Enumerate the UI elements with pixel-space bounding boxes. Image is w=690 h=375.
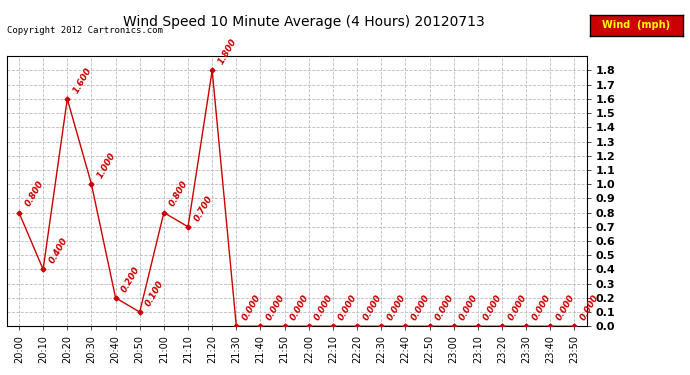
Text: 0.800: 0.800 <box>23 179 45 209</box>
Text: Wind Speed 10 Minute Average (4 Hours) 20120713: Wind Speed 10 Minute Average (4 Hours) 2… <box>123 15 484 29</box>
Text: 0.200: 0.200 <box>120 265 141 294</box>
Text: 0.400: 0.400 <box>48 236 69 265</box>
Text: 0.000: 0.000 <box>579 293 600 322</box>
Text: 0.700: 0.700 <box>193 194 214 223</box>
Text: 1.000: 1.000 <box>96 151 117 180</box>
Text: Copyright 2012 Cartronics.com: Copyright 2012 Cartronics.com <box>7 26 163 35</box>
Text: 0.000: 0.000 <box>289 293 311 322</box>
Text: 0.000: 0.000 <box>410 293 431 322</box>
Text: 0.800: 0.800 <box>168 179 190 209</box>
Text: 0.000: 0.000 <box>265 293 286 322</box>
Text: 0.000: 0.000 <box>482 293 504 322</box>
Text: 0.000: 0.000 <box>434 293 455 322</box>
Text: 0.100: 0.100 <box>144 279 166 308</box>
Text: 1.600: 1.600 <box>72 66 93 95</box>
Text: 0.000: 0.000 <box>506 293 528 322</box>
Text: 0.000: 0.000 <box>362 293 383 322</box>
Text: 0.000: 0.000 <box>386 293 407 322</box>
Text: 0.000: 0.000 <box>337 293 359 322</box>
Text: 1.800: 1.800 <box>217 37 238 66</box>
Text: 0.000: 0.000 <box>241 293 262 322</box>
Text: 0.000: 0.000 <box>313 293 335 322</box>
Text: 0.000: 0.000 <box>555 293 576 322</box>
Text: 0.000: 0.000 <box>531 293 552 322</box>
Text: Wind  (mph): Wind (mph) <box>602 20 671 30</box>
Text: 0.000: 0.000 <box>458 293 480 322</box>
